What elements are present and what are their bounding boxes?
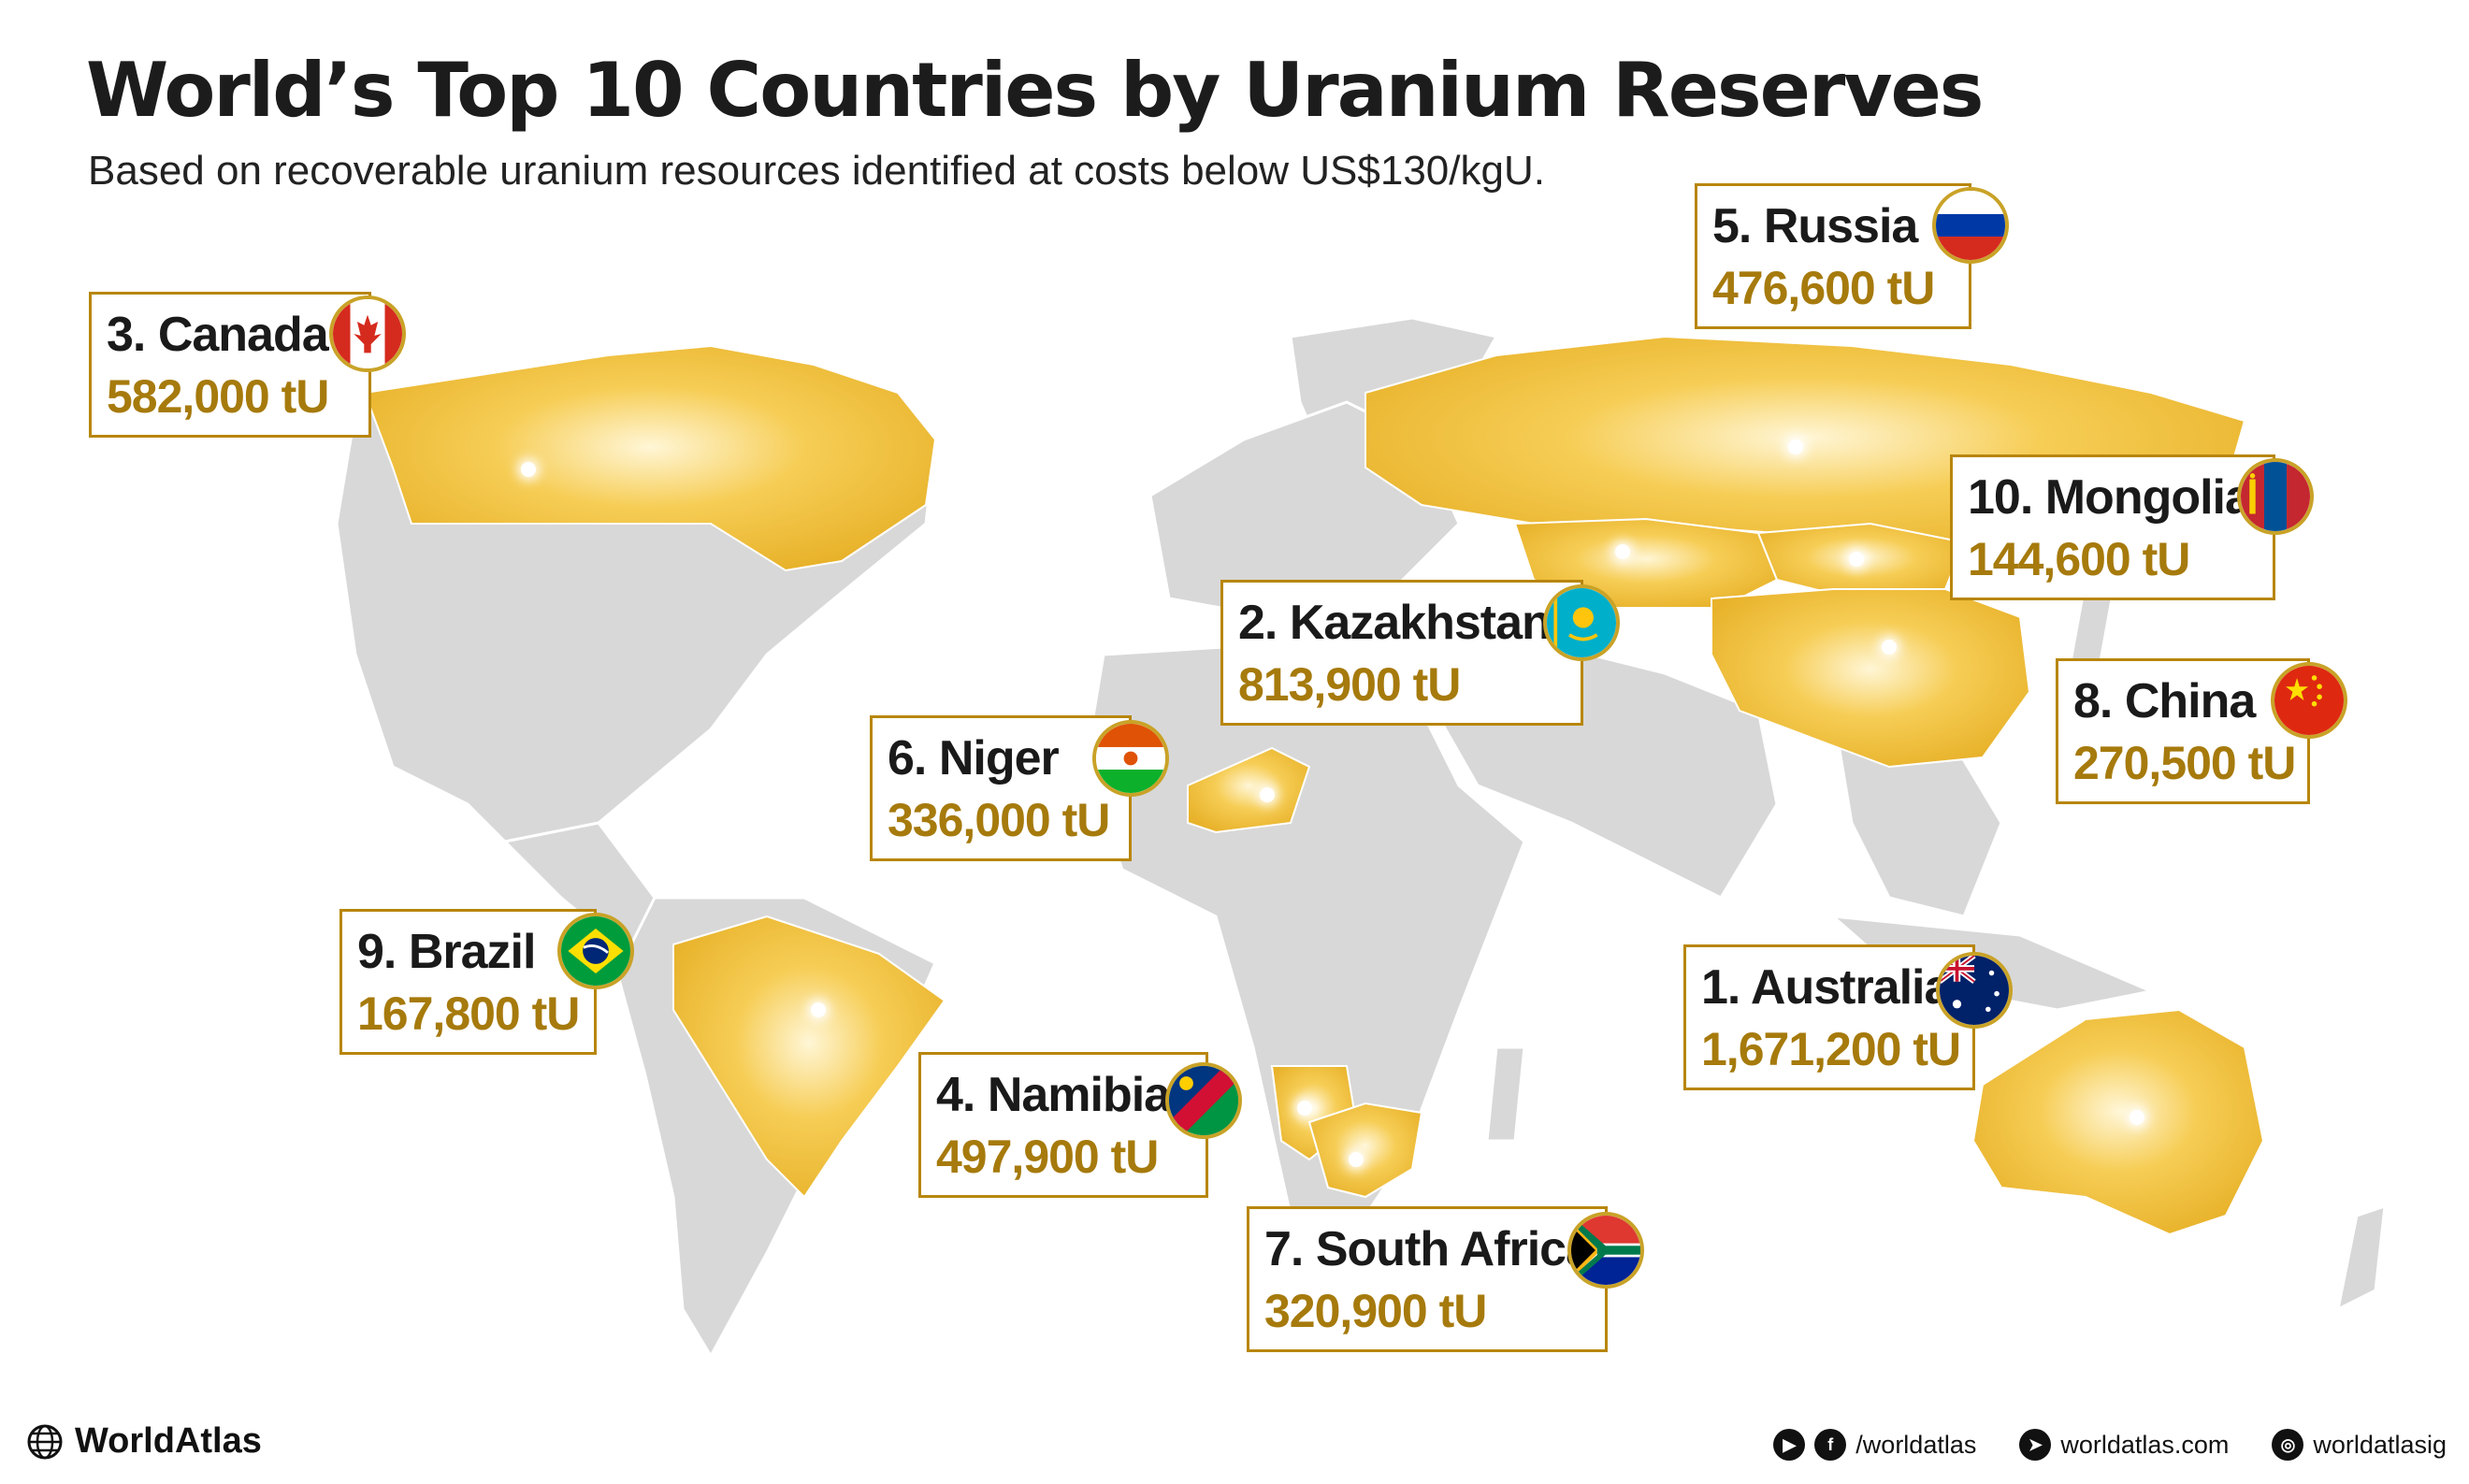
country-rank-name: 6. Niger [888,731,1060,785]
facebook-icon[interactable]: f [1814,1429,1847,1461]
callout-canada: 3. Canada 582,000 tU [89,292,371,438]
south-africa-shape [1307,1102,1423,1199]
country-rank-name: 5. Russia [1712,199,1918,253]
brand-name: WorldAtlas [75,1421,262,1461]
footer-links: ▶ f /worldatlas ➤ worldatlas.com ◎ world… [1773,1429,2447,1461]
namibia-flag-icon [1165,1062,1242,1139]
country-reserve-value: 336,000 tU [888,794,1110,846]
country-reserve-value: 144,600 tU [1968,533,2190,585]
country-reserve-value: 497,900 tU [936,1131,1159,1183]
australia-shape [1971,1008,2265,1236]
instagram-icon[interactable]: ◎ [2272,1429,2304,1461]
instagram-handle[interactable]: worldatlasig [2313,1430,2447,1459]
website-link[interactable]: worldatlas.com [2060,1430,2230,1459]
callout-brazil: 9. Brazil 167,800 tU [339,909,597,1055]
callout-kazakhstan: 2. Kazakhstan 813,900 tU [1220,580,1583,726]
country-reserve-value: 476,600 tU [1712,262,1935,314]
madagascar-land [1485,1045,1526,1143]
country-rank-name: 8. China [2073,674,2256,728]
country-reserve-value: 270,500 tU [2073,737,2296,789]
map-subtitle: Based on recoverable uranium resources i… [88,148,1545,194]
russia-flag-icon [1932,187,2009,264]
country-rank-name: 1. Australia [1701,960,1951,1015]
callout-namibia: 4. Namibia 497,900 tU [918,1052,1208,1198]
south-africa-flag-icon [1567,1212,1644,1289]
niger-flag-icon [1092,720,1169,797]
china-flag-icon [2271,662,2347,739]
niger-shape [1187,746,1311,834]
callout-australia: 1. Australia 1,671,200 tU [1683,944,1975,1090]
callout-russia: 5. Russia 476,600 tU [1695,183,1971,329]
australia-flag-icon [1936,952,2013,1029]
new-zealand-land [2335,1203,2387,1312]
country-reserve-value: 813,900 tU [1238,658,1461,711]
country-rank-name: 7. South Africa [1264,1222,1593,1276]
canada-shape [363,344,937,572]
country-rank-name: 10. Mongolia [1968,470,2252,525]
youtube-icon[interactable]: ▶ [1773,1429,1806,1461]
glow-dots [517,436,2148,1171]
canada-flag-icon [329,295,406,372]
callout-niger: 6. Niger 336,000 tU [870,715,1132,861]
country-reserve-value: 320,900 tU [1264,1285,1487,1337]
map-title: World’s Top 10 Countries by Uranium Rese… [86,47,1984,134]
social-handle[interactable]: /worldatlas [1855,1430,1977,1459]
footer-brand: WorldAtlas [26,1421,262,1462]
callout-china: 8. China 270,500 tU [2056,658,2310,804]
country-reserve-value: 1,671,200 tU [1701,1023,1961,1075]
country-reserve-value: 167,800 tU [357,987,580,1040]
kazakhstan-flag-icon [1543,584,1620,661]
country-rank-name: 9. Brazil [357,925,536,979]
country-reserve-value: 582,000 tU [107,370,329,423]
country-rank-name: 3. Canada [107,308,329,362]
country-rank-name: 4. Namibia [936,1068,1171,1122]
brazil-shape [672,915,946,1199]
cursor-icon: ➤ [2019,1429,2052,1461]
china-shape [1711,588,2031,769]
brazil-flag-icon [557,913,634,989]
mongolia-flag-icon [2237,458,2314,535]
country-rank-name: 2. Kazakhstan [1238,596,1552,650]
callout-south-africa: 7. South Africa 320,900 tU [1247,1206,1608,1352]
globe-icon [27,1424,63,1459]
callout-mongolia: 10. Mongolia 144,600 tU [1950,454,2275,600]
